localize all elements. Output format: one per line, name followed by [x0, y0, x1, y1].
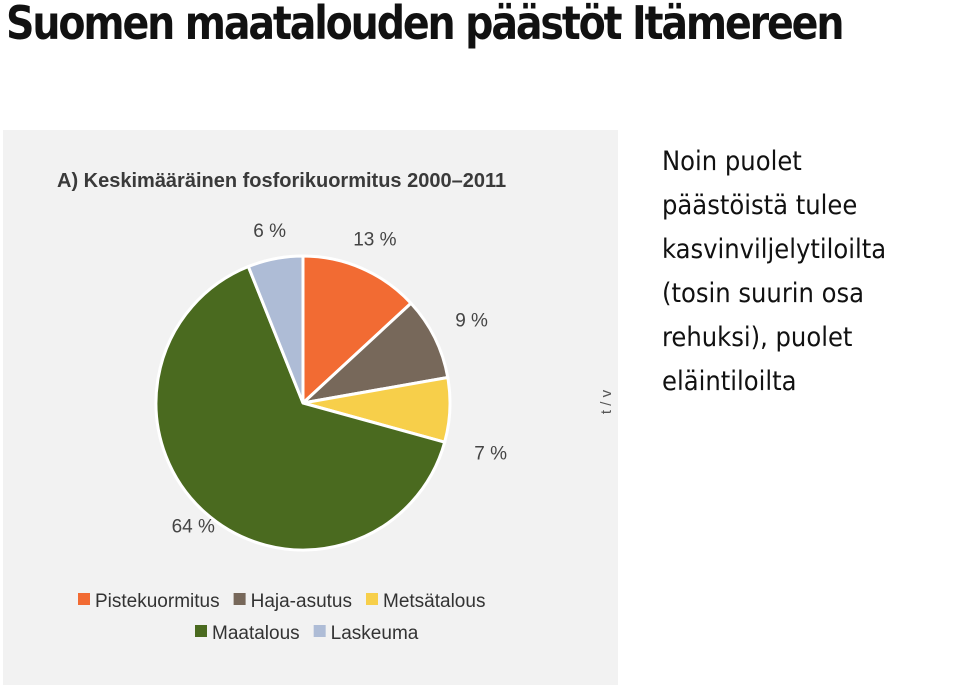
side-note-line: eläintiloilta: [662, 366, 797, 397]
legend-label-mets-talous: Metsätalous: [383, 591, 485, 612]
side-note-line: (tosin suurin osa: [662, 278, 865, 309]
pie-slice-pistekuormitus: [301, 254, 413, 405]
pie-slice-haja-asutus: [301, 301, 450, 405]
pie-label-haja-asutus: 9 %: [455, 310, 488, 331]
pie-label-mets-talous: 7 %: [474, 443, 507, 464]
legend-swatch-maatalous: [195, 625, 207, 637]
side-note-line: Noin puolet: [662, 146, 802, 177]
side-note-line: päästöistä tulee: [662, 190, 858, 221]
side-note-line: kasvinviljelytiloilta: [662, 234, 887, 265]
chart-panel: A) Keskimääräinen fosforikuormitus 2000–…: [3, 130, 618, 685]
pie-labels: 13 % 9 % 7 % 64 % 6 %: [172, 221, 508, 538]
chart-title: A) Keskimääräinen fosforikuormitus 2000–…: [57, 170, 506, 192]
cut-axis-label: t / v: [598, 389, 615, 414]
legend-label-laskeuma: Laskeuma: [331, 623, 419, 644]
pie-slices: [154, 254, 452, 552]
slide-title: Suomen maatalouden päästöt Itämereen: [6, 0, 845, 50]
pie-label-pistekuormitus: 13 %: [353, 230, 396, 251]
legend-label-haja-asutus: Haja-asutus: [251, 591, 352, 612]
legend-swatch-laskeuma: [313, 625, 326, 637]
chart-legend: Pistekuormitus Haja-asutus Metsätalous Maat…: [78, 591, 485, 644]
side-note: Noin puolet päästöistä tulee kasvinvilje…: [662, 140, 952, 404]
pie-chart: A) Keskimääräinen fosforikuormitus 2000–…: [57, 170, 615, 644]
legend-swatch-haja-asutus: [233, 593, 246, 605]
legend-swatch-mets-talous: [366, 593, 378, 605]
pie-label-maatalous: 64 %: [172, 517, 215, 538]
legend-swatch-pistekuormitus: [78, 593, 90, 605]
legend-label-maatalous: Maatalous: [212, 623, 300, 644]
side-note-line: rehuksi), puolet: [662, 322, 853, 353]
pie-slice-maatalous: [154, 265, 447, 552]
legend-label-pistekuormitus: Pistekuormitus: [95, 591, 220, 612]
pie-label-laskeuma: 6 %: [253, 221, 286, 242]
pie-slice-laskeuma: [246, 254, 305, 405]
